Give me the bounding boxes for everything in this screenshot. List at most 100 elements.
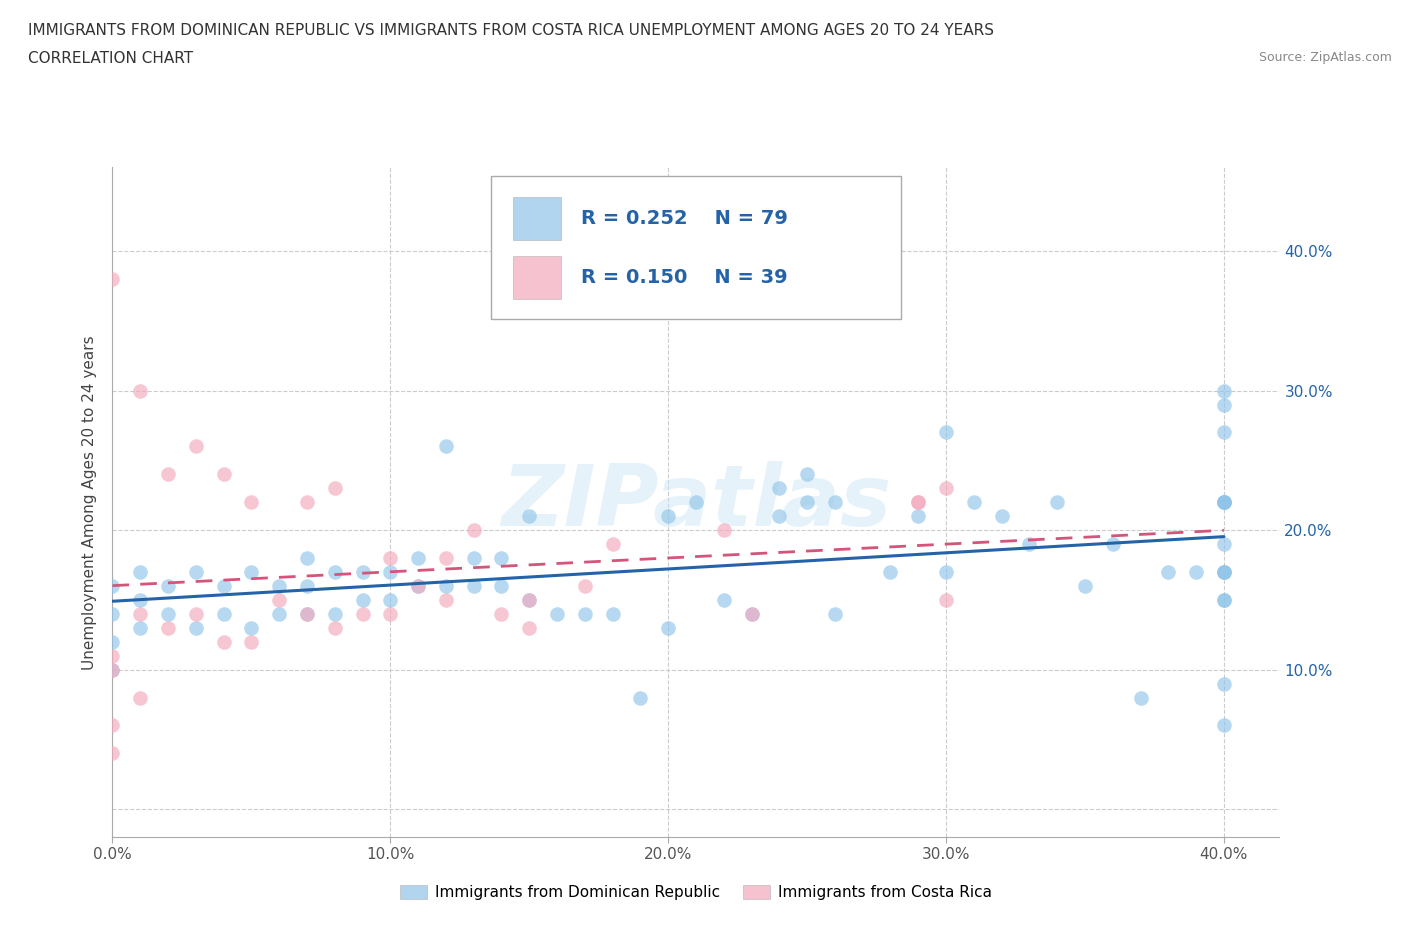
Text: Source: ZipAtlas.com: Source: ZipAtlas.com (1258, 51, 1392, 64)
Point (434, 551, 457, 565)
Point (406, 551, 429, 565)
Point (101, 746, 124, 761)
Point (129, 620, 152, 635)
Point (240, 565, 263, 579)
Point (101, 662, 124, 677)
Point (628, 690, 651, 705)
Point (796, 467, 818, 482)
Point (824, 495, 846, 510)
Point (269, 578, 291, 593)
Point (129, 592, 152, 607)
Point (768, 481, 790, 496)
Point (1212, 397, 1234, 412)
Point (1212, 495, 1234, 510)
Text: IMMIGRANTS FROM DOMINICAN REPUBLIC VS IMMIGRANTS FROM COSTA RICA UNEMPLOYMENT AM: IMMIGRANTS FROM DOMINICAN REPUBLIC VS IM… (28, 23, 994, 38)
Point (240, 495, 263, 510)
Point (1212, 495, 1234, 510)
Point (184, 565, 207, 579)
Text: R = 0.150    N = 39: R = 0.150 N = 39 (581, 268, 787, 286)
Point (295, 495, 318, 510)
Point (1212, 592, 1234, 607)
Point (101, 662, 124, 677)
Point (101, 634, 124, 649)
Point (184, 606, 207, 621)
Point (295, 606, 318, 621)
Point (1212, 495, 1234, 510)
Point (713, 592, 735, 607)
Point (935, 565, 957, 579)
Point (352, 592, 374, 607)
Text: R = 0.252    N = 79: R = 0.252 N = 79 (581, 209, 787, 228)
Point (963, 495, 986, 510)
Text: CORRELATION CHART: CORRELATION CHART (28, 51, 193, 66)
Point (406, 578, 429, 593)
Point (157, 606, 180, 621)
Point (101, 718, 124, 733)
Point (463, 523, 485, 538)
Point (491, 606, 513, 621)
Point (1212, 718, 1234, 733)
Point (741, 606, 763, 621)
Point (295, 578, 318, 593)
Point (129, 565, 152, 579)
Point (574, 578, 596, 593)
Point (295, 551, 318, 565)
Point (713, 523, 735, 538)
Point (517, 592, 540, 607)
Point (212, 578, 235, 593)
Point (1129, 690, 1152, 705)
Point (602, 606, 624, 621)
Point (240, 620, 263, 635)
Point (602, 537, 624, 551)
Point (1212, 537, 1234, 551)
Point (352, 565, 374, 579)
Point (101, 578, 124, 593)
Point (101, 648, 124, 663)
Point (101, 606, 124, 621)
Point (935, 425, 957, 440)
Point (157, 467, 180, 482)
Point (380, 606, 402, 621)
Point (1212, 565, 1234, 579)
Point (879, 565, 901, 579)
Point (1018, 537, 1040, 551)
Point (491, 551, 513, 565)
Point (1185, 565, 1208, 579)
Legend: Immigrants from Dominican Republic, Immigrants from Costa Rica: Immigrants from Dominican Republic, Immi… (394, 879, 998, 907)
Point (323, 565, 346, 579)
Point (323, 481, 346, 496)
Point (463, 551, 485, 565)
Point (434, 592, 457, 607)
Point (1101, 537, 1123, 551)
Point (1046, 495, 1069, 510)
Point (935, 592, 957, 607)
Point (212, 634, 235, 649)
Point (907, 495, 929, 510)
Text: ZIPatlas: ZIPatlas (501, 460, 891, 544)
Point (463, 578, 485, 593)
Point (741, 606, 763, 621)
Point (1212, 383, 1234, 398)
Point (380, 592, 402, 607)
Y-axis label: Unemployment Among Ages 20 to 24 years: Unemployment Among Ages 20 to 24 years (82, 335, 97, 670)
Point (1212, 592, 1234, 607)
Point (212, 467, 235, 482)
Point (517, 592, 540, 607)
Point (406, 578, 429, 593)
Point (184, 439, 207, 454)
Point (323, 606, 346, 621)
Point (101, 272, 124, 286)
Point (434, 578, 457, 593)
Point (1212, 565, 1234, 579)
Point (157, 578, 180, 593)
Point (935, 481, 957, 496)
Point (907, 509, 929, 524)
Point (184, 620, 207, 635)
Point (796, 495, 818, 510)
Point (1212, 495, 1234, 510)
Point (517, 509, 540, 524)
Point (574, 606, 596, 621)
Point (212, 606, 235, 621)
Point (657, 509, 679, 524)
Point (491, 578, 513, 593)
